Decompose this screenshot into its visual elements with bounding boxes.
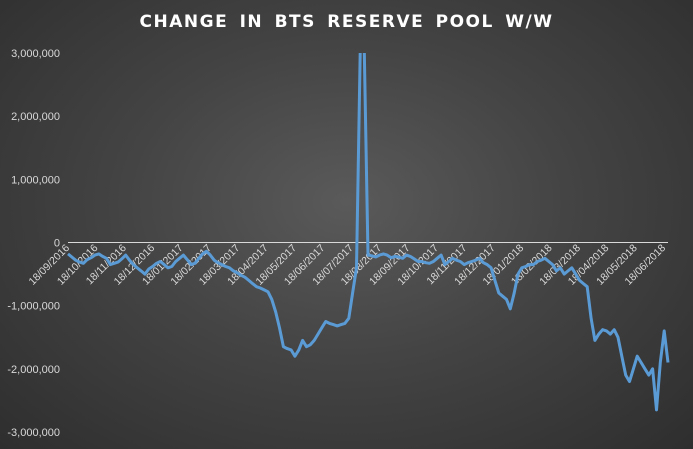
x-axis-ticks: 18/09/201618/10/201618/11/201618/12/2016… xyxy=(26,242,668,288)
series-group xyxy=(67,53,670,412)
y-tick-label: 2,000,000 xyxy=(11,111,60,123)
chart-title: CHANGE IN BTS RESERVE POOL W/W xyxy=(139,12,554,32)
y-tick-label: 3,000,000 xyxy=(11,48,60,60)
y-axis-ticks: 3,000,000 2,000,000 1,000,000 0 -1,000,000 -2… xyxy=(7,48,60,439)
y-tick-label: -2,000,000 xyxy=(7,364,60,376)
y-tick-label: -3,000,000 xyxy=(7,427,60,439)
y-tick-label: 1,000,000 xyxy=(11,174,60,186)
y-tick-label: -1,000,000 xyxy=(7,301,60,313)
y-tick-label: 0 xyxy=(54,238,60,250)
series-line xyxy=(67,53,670,412)
